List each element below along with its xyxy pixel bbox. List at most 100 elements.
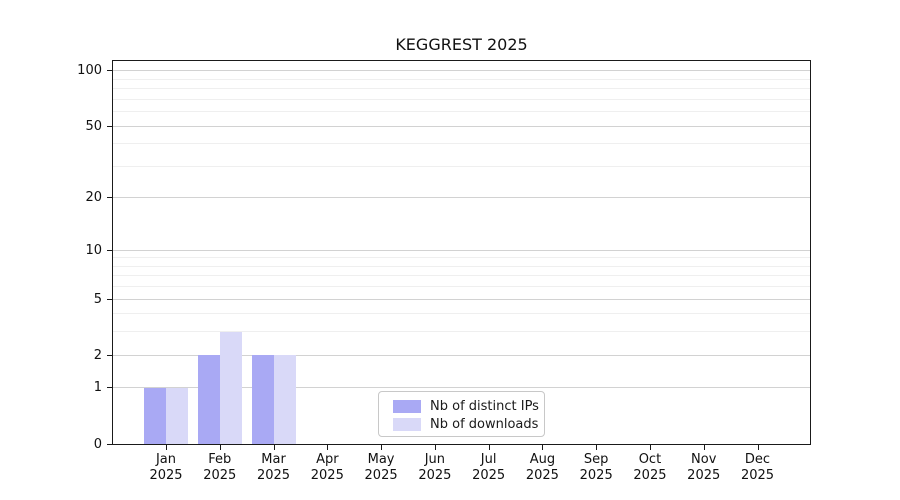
x-tick-label: Aug 2025 xyxy=(512,452,572,484)
legend-swatch xyxy=(393,417,421,431)
x-tick-mark xyxy=(542,445,544,450)
x-tick-year: 2025 xyxy=(740,468,775,483)
x-tick-month: May xyxy=(367,452,395,467)
x-tick-month: Feb xyxy=(208,452,232,467)
x-tick-year: 2025 xyxy=(310,468,344,483)
legend: Nb of distinct IPs Nb of downloads xyxy=(378,391,545,437)
bar-downloads xyxy=(166,387,188,444)
x-tick-month: Aug xyxy=(529,452,556,467)
minor-gridline xyxy=(113,143,810,145)
x-tick-mark xyxy=(649,445,651,450)
y-tick-mark xyxy=(107,249,112,251)
minor-gridline xyxy=(113,111,810,113)
y-tick-label: 20 xyxy=(85,190,102,206)
x-tick-mark xyxy=(488,445,490,450)
x-tick-label: Oct 2025 xyxy=(620,452,680,484)
y-tick-label: 100 xyxy=(77,63,102,79)
major-gridline xyxy=(113,197,810,199)
x-tick-year: 2025 xyxy=(525,468,559,483)
x-tick-month: Mar xyxy=(261,452,286,467)
x-tick-year: 2025 xyxy=(203,468,237,483)
y-tick-label: 5 xyxy=(93,291,102,307)
x-tick-label: Mar 2025 xyxy=(244,452,304,484)
x-tick-label: Feb 2025 xyxy=(190,452,250,484)
y-tick-mark xyxy=(107,197,112,199)
x-tick-mark xyxy=(219,445,221,450)
x-tick-mark xyxy=(703,445,705,450)
y-tick-mark xyxy=(107,387,112,389)
x-tick-label: Dec 2025 xyxy=(728,452,788,484)
y-tick-label: 0 xyxy=(93,436,102,452)
x-tick-mark xyxy=(381,445,383,450)
x-tick-month: Jul xyxy=(480,452,497,467)
major-gridline xyxy=(113,249,810,251)
x-tick-month: Apr xyxy=(316,452,339,467)
x-tick-month: Jan xyxy=(155,452,177,467)
legend-item: Nb of distinct IPs xyxy=(393,397,539,415)
legend-swatch xyxy=(393,399,421,413)
legend-label: Nb of distinct IPs xyxy=(430,398,539,414)
legend-item: Nb of downloads xyxy=(393,415,539,433)
major-gridline xyxy=(113,354,810,356)
bar-distinct-ips xyxy=(144,387,166,444)
y-tick-label: 50 xyxy=(85,118,102,134)
y-tick-mark xyxy=(107,298,112,300)
x-tick-label: May 2025 xyxy=(351,452,411,484)
x-tick-mark xyxy=(596,445,598,450)
x-tick-year: 2025 xyxy=(633,468,667,483)
x-tick-month: Oct xyxy=(638,452,662,467)
x-tick-year: 2025 xyxy=(364,468,398,483)
y-tick-mark xyxy=(107,125,112,127)
minor-gridline xyxy=(113,331,810,333)
plot-area xyxy=(112,60,811,445)
x-tick-mark xyxy=(166,445,167,450)
bar-downloads xyxy=(219,331,242,444)
bar-distinct-ips xyxy=(197,355,220,444)
x-tick-mark xyxy=(327,445,329,450)
plot-inner xyxy=(113,61,810,444)
minor-gridline xyxy=(113,275,810,277)
bar-downloads xyxy=(273,355,296,444)
x-tick-month: Jun xyxy=(424,452,446,467)
minor-gridline xyxy=(113,265,810,267)
major-gridline xyxy=(113,387,810,389)
x-tick-month: Dec xyxy=(744,452,771,467)
minor-gridline xyxy=(113,88,810,90)
major-gridline xyxy=(113,70,810,72)
minor-gridline xyxy=(113,78,810,80)
x-tick-mark xyxy=(273,445,275,450)
x-tick-label: Apr 2025 xyxy=(297,452,357,484)
y-tick-mark xyxy=(107,70,112,72)
x-tick-label: Sep 2025 xyxy=(566,452,626,484)
bar-distinct-ips xyxy=(251,355,274,444)
minor-gridline xyxy=(113,98,810,100)
minor-gridline xyxy=(113,286,810,288)
x-tick-month: Nov xyxy=(691,452,717,467)
x-tick-label: Jan 2025 xyxy=(136,452,196,484)
major-gridline xyxy=(113,298,810,300)
x-tick-mark xyxy=(434,445,436,450)
x-tick-year: 2025 xyxy=(418,468,452,483)
y-tick-label: 1 xyxy=(93,380,102,396)
legend-label: Nb of downloads xyxy=(430,416,539,432)
x-tick-label: Jul 2025 xyxy=(459,452,519,484)
x-tick-month: Sep xyxy=(583,452,609,467)
y-tick-label: 10 xyxy=(85,242,102,258)
x-tick-label: Nov 2025 xyxy=(674,452,734,484)
x-tick-label: Jun 2025 xyxy=(405,452,465,484)
minor-gridline xyxy=(113,313,810,315)
x-tick-year: 2025 xyxy=(149,468,183,483)
x-tick-year: 2025 xyxy=(579,468,613,483)
x-tick-year: 2025 xyxy=(687,468,721,483)
major-gridline xyxy=(113,125,810,127)
y-tick-mark xyxy=(107,443,112,445)
chart-title: KEGGREST 2025 xyxy=(395,35,528,54)
minor-gridline xyxy=(113,165,810,167)
y-tick-label: 2 xyxy=(93,347,102,363)
x-tick-year: 2025 xyxy=(256,468,291,483)
y-tick-mark xyxy=(107,354,112,356)
x-tick-mark xyxy=(757,445,759,450)
minor-gridline xyxy=(113,257,810,259)
x-tick-year: 2025 xyxy=(472,468,506,483)
